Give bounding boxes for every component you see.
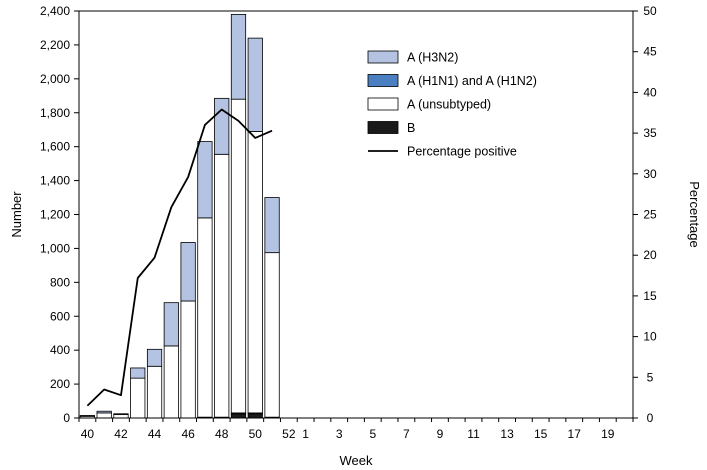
bar-a-h3n2-week-42 [113, 413, 129, 416]
bar-a-h3n2-week-50 [247, 37, 263, 132]
bar-a-unsubtyped-week-50 [247, 130, 263, 414]
x-tick-label: 52 [282, 427, 296, 441]
y-tick-label: 400 [50, 343, 70, 357]
y-tick-label: 0 [63, 411, 70, 425]
y2-tick-label: 10 [643, 330, 657, 344]
y2-tick-label: 35 [643, 126, 657, 140]
y2-tick-label: 5 [647, 370, 654, 384]
y2-tick-label: 25 [643, 208, 657, 222]
legend-swatch-a-h3n2 [367, 50, 399, 64]
y-tick-label: 2,400 [40, 4, 70, 18]
x-tick-label: 44 [148, 427, 162, 441]
y-tick-label: 2,200 [40, 38, 70, 52]
bar-a-h3n2-week-41 [96, 410, 112, 414]
legend-swatch-b [367, 121, 399, 134]
bar-a-unsubtyped-week-46 [180, 300, 196, 419]
x-tick-label: 42 [114, 427, 128, 441]
legend-label-b: B [407, 121, 415, 135]
x-tick-label: 15 [534, 427, 548, 441]
legend-label-a-unsubtyped: A (unsubtyped) [407, 98, 491, 112]
bar-a-unsubtyped-week-45 [163, 345, 179, 419]
x-tick-label: 17 [568, 427, 582, 441]
x-tick-label: 9 [437, 427, 444, 441]
bar-b-week-50 [247, 413, 263, 419]
legend-swatch-a-h1n1-and-a-h1n2 [367, 74, 399, 87]
bar-a-unsubtyped-week-41 [96, 412, 112, 419]
y-tick-label: 800 [50, 275, 70, 289]
legend-label-a-h1n1-and-a-h1n2: A (H1N1) and A (H1N2) [407, 74, 537, 88]
x-tick-label: 13 [500, 427, 514, 441]
y2-tick-label: 15 [643, 289, 657, 303]
bar-a-unsubtyped-week-47 [197, 217, 213, 418]
bar-a-unsubtyped-week-51 [264, 252, 280, 418]
x-tick-label: 48 [215, 427, 229, 441]
bar-a-h3n2-week-47 [197, 141, 213, 219]
bar-a-h3n2-week-46 [180, 242, 196, 302]
x-axis-title: Week [340, 453, 373, 468]
bar-a-h3n2-week-43 [130, 367, 146, 379]
y-tick-label: 1,200 [40, 208, 70, 222]
y-tick-label: 200 [50, 377, 70, 391]
x-tick-label: 5 [369, 427, 376, 441]
y-tick-label: 1,800 [40, 106, 70, 120]
y-tick-label: 1,600 [40, 140, 70, 154]
bar-a-h3n2-week-44 [146, 348, 163, 367]
x-tick-label: 7 [403, 427, 410, 441]
y-tick-label: 1,000 [40, 241, 70, 255]
bar-a-unsubtyped-week-42 [113, 414, 129, 419]
x-tick-label: 1 [302, 427, 309, 441]
bar-a-unsubtyped-week-48 [214, 153, 230, 418]
y2-tick-label: 30 [643, 167, 657, 181]
chart-marks [79, 13, 280, 419]
y-tick-label: 1,400 [40, 174, 70, 188]
y2-tick-label: 45 [643, 45, 657, 59]
y2-tick-label: 40 [643, 85, 657, 99]
bar-a-unsubtyped-week-44 [146, 365, 163, 419]
bar-a-h3n2-week-49 [230, 13, 247, 100]
legend-label-percentage-positive: Percentage positive [407, 145, 517, 159]
x-tick-label: 40 [81, 427, 95, 441]
y-axis-title: Number [9, 191, 24, 238]
y-tick-label: 600 [50, 309, 70, 323]
y-tick-label: 2,000 [40, 72, 70, 86]
bar-a-unsubtyped-week-49 [230, 98, 247, 414]
x-tick-label: 46 [181, 427, 195, 441]
x-tick-label: 19 [601, 427, 615, 441]
legend-label-a-h3n2: A (H3N2) [407, 51, 458, 65]
bar-a-h3n2-week-40 [79, 415, 95, 417]
bar-a-h3n2-week-45 [163, 302, 179, 347]
x-tick-label: 50 [249, 427, 263, 441]
y2-tick-label: 20 [643, 248, 657, 262]
line-percentage-positive [86, 108, 273, 407]
bar-a-unsubtyped-week-43 [130, 377, 146, 419]
bar-b-week-49 [230, 413, 247, 419]
bar-a-h3n2-week-48 [214, 97, 230, 155]
y2-tick-label: 0 [647, 411, 654, 425]
x-tick-label: 11 [467, 427, 480, 441]
chart-axes: 02004006008001,0001,2001,4001,6001,8002,… [9, 4, 702, 468]
chart-legend: A (H3N2) A (H1N1) and A (H1N2) A (unsubtyp… [367, 50, 537, 159]
y2-axis-title: Percentage [687, 181, 702, 248]
x-tick-label: 3 [336, 427, 343, 441]
legend-swatch-a-unsubtyped [367, 97, 399, 111]
bar-a-h3n2-week-51 [264, 197, 280, 254]
y2-tick-label: 50 [643, 4, 657, 18]
